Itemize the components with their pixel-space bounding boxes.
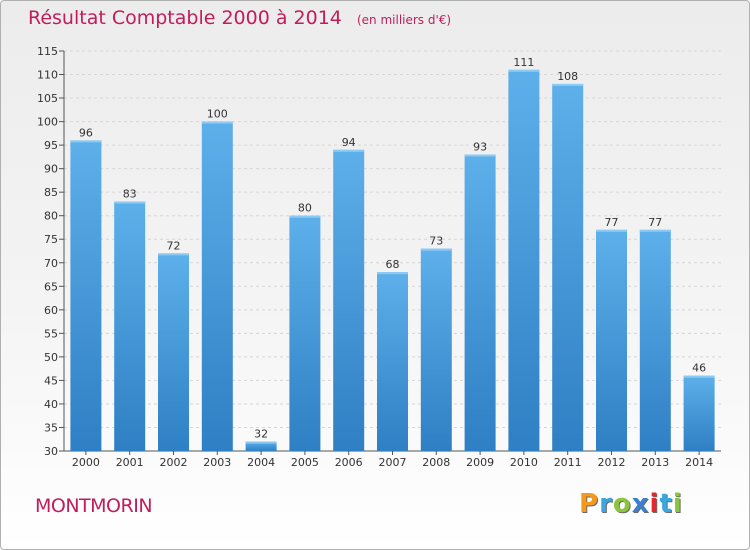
- bar: [596, 229, 627, 451]
- y-tick-label: 55: [44, 327, 58, 340]
- y-tick-label: 60: [44, 304, 58, 317]
- y-tick-label: 90: [44, 163, 58, 176]
- bar-top-highlight: [377, 272, 408, 275]
- bar-top-highlight: [333, 149, 365, 152]
- data-label: 83: [123, 188, 137, 201]
- y-tick-label: 110: [37, 69, 58, 82]
- y-tick-label: 80: [44, 210, 58, 223]
- bar-top-highlight: [158, 253, 189, 256]
- x-tick-label: 2014: [685, 456, 713, 469]
- bar: [508, 69, 540, 451]
- x-tick-label: 2007: [379, 456, 407, 469]
- data-label: 111: [513, 56, 534, 69]
- y-tick-label: 45: [44, 374, 58, 387]
- x-tick-label: 2011: [554, 456, 582, 469]
- data-label: 32: [254, 428, 268, 441]
- x-tick-label: 2010: [510, 456, 538, 469]
- data-label: 73: [429, 235, 443, 248]
- data-label: 46: [692, 362, 706, 375]
- x-tick-label: 2003: [203, 456, 231, 469]
- bar-top-highlight: [552, 83, 584, 86]
- data-label: 77: [648, 216, 662, 229]
- bar: [683, 375, 715, 451]
- bar-top-highlight: [201, 121, 233, 124]
- data-label: 72: [167, 239, 181, 252]
- bar: [333, 149, 365, 451]
- x-tick-label: 2008: [422, 456, 450, 469]
- y-tick-label: 40: [44, 398, 58, 411]
- y-tick-label: 30: [44, 445, 58, 458]
- bar-top-highlight: [639, 229, 671, 232]
- x-tick-label: 2005: [291, 456, 319, 469]
- y-tick-label: 35: [44, 421, 58, 434]
- bar: [114, 201, 146, 451]
- bar: [552, 83, 584, 452]
- data-label: 80: [298, 202, 312, 215]
- bar-top-highlight: [70, 140, 102, 143]
- bar: [377, 272, 408, 451]
- x-tick-label: 2006: [335, 456, 363, 469]
- x-tick-label: 2012: [598, 456, 626, 469]
- proxiti-logo: Proxiti: [579, 489, 683, 519]
- title-block: Résultat Comptable 2000 à 2014 (en milli…: [28, 7, 451, 29]
- chart-subtitle: (en milliers d'€): [356, 13, 452, 27]
- data-label: 96: [79, 126, 93, 139]
- bar-top-highlight: [420, 248, 452, 251]
- bar-top-highlight: [245, 441, 277, 444]
- bar: [201, 121, 233, 452]
- y-tick-label: 95: [44, 139, 58, 152]
- y-tick-label: 50: [44, 351, 58, 364]
- logo-letter: i: [649, 489, 660, 519]
- x-tick-label: 2001: [116, 456, 144, 469]
- y-tick-label: 65: [44, 280, 58, 293]
- y-tick-label: 70: [44, 257, 58, 270]
- logo-letter: t: [659, 489, 673, 519]
- data-label: 77: [605, 216, 619, 229]
- chart-title: Résultat Comptable 2000 à 2014: [28, 7, 342, 29]
- y-tick-label: 85: [44, 186, 58, 199]
- bar: [70, 140, 102, 452]
- bar: [158, 253, 189, 451]
- bar: [420, 248, 452, 451]
- data-label: 93: [473, 141, 487, 154]
- bar-top-highlight: [596, 229, 627, 232]
- bar: [245, 441, 277, 451]
- bar-top-highlight: [508, 69, 540, 72]
- logo-letter: r: [599, 489, 613, 519]
- logo-letter: i: [672, 489, 683, 519]
- data-label: 68: [386, 258, 400, 271]
- bar: [289, 215, 321, 451]
- x-tick-label: 2009: [466, 456, 494, 469]
- x-tick-label: 2013: [641, 456, 669, 469]
- bar: [464, 154, 496, 451]
- y-tick-label: 115: [37, 45, 58, 58]
- data-label: 108: [557, 70, 578, 83]
- logo-letter: x: [631, 489, 650, 519]
- commune-name: MONTMORIN: [35, 495, 153, 517]
- x-tick-label: 2004: [247, 456, 275, 469]
- data-label: 100: [207, 108, 228, 121]
- logo-letter: P: [579, 489, 600, 519]
- x-tick-label: 2002: [160, 456, 188, 469]
- bar-top-highlight: [114, 201, 146, 204]
- bar-top-highlight: [289, 215, 321, 218]
- y-tick-label: 75: [44, 233, 58, 246]
- data-label: 94: [342, 136, 356, 149]
- y-tick-label: 105: [37, 92, 58, 105]
- x-tick-label: 2000: [72, 456, 100, 469]
- bar-top-highlight: [683, 375, 715, 378]
- logo-letter: o: [612, 489, 632, 519]
- bar-top-highlight: [464, 154, 496, 157]
- y-tick-label: 100: [37, 116, 58, 129]
- bar: [639, 229, 671, 451]
